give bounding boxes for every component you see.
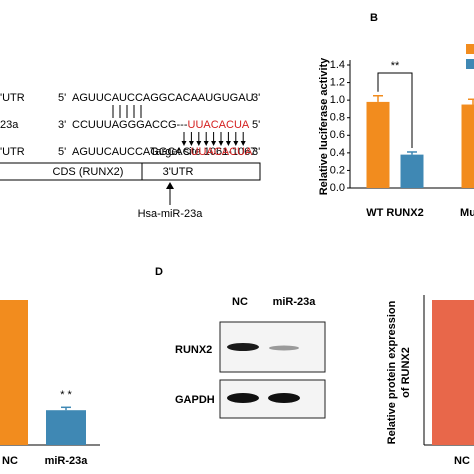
legend-swatch — [466, 59, 474, 69]
y-tick-label: 1.2 — [330, 76, 345, 88]
significance: ** — [391, 60, 400, 72]
lane-label: NC — [232, 296, 248, 308]
y-axis-label: Relative luciferase activity — [318, 57, 330, 195]
band — [268, 393, 300, 403]
x-tick-label: miR-23a — [45, 455, 89, 467]
band — [227, 393, 259, 403]
y-axis-label: of RUNX2 — [400, 347, 412, 398]
seq-end: 5' — [58, 146, 66, 158]
legend-swatch — [466, 44, 474, 54]
sequence: AGUUCAUCCAGGCACAAUGUGAU — [72, 92, 254, 104]
mirna-label: Hsa-miR-23a — [138, 208, 204, 220]
bar — [461, 104, 474, 188]
seq-target: UUACACUA — [191, 146, 253, 158]
band — [227, 343, 259, 351]
y-tick-label: 0.4 — [330, 147, 345, 159]
seq-end: 3' — [58, 119, 66, 131]
bar — [366, 101, 390, 188]
seq-part: AGUUCAUCCAGGCACAAUGUGAU — [72, 92, 254, 104]
y-tick-label: 1.4 — [330, 59, 345, 71]
seq-label: 'UTR — [0, 146, 25, 158]
target-label: Target site 1061-1067 — [150, 146, 256, 158]
bar — [432, 300, 474, 445]
x-tick-label: WT RUNX2 — [366, 207, 423, 219]
arrow-head — [211, 141, 217, 146]
sequence: CCUUUAGGGACCG---UUACACUA — [72, 119, 250, 131]
band — [269, 345, 299, 351]
arrow-head — [233, 141, 239, 146]
y-axis-label: Relative protein expression — [386, 300, 398, 444]
significance-bracket — [377, 72, 413, 148]
lane-label: miR-23a — [273, 296, 317, 308]
arrow-head — [225, 141, 231, 146]
blot-row-label: RUNX2 — [175, 344, 212, 356]
arrow-head — [181, 141, 187, 146]
seq-label: 23a — [0, 119, 19, 131]
gene-box — [0, 162, 261, 181]
x-tick-label: NC — [454, 455, 470, 467]
y-tick-label: 0.8 — [330, 112, 345, 124]
bar — [46, 410, 86, 445]
seq-end: 5' — [58, 92, 66, 104]
seq-end: 3' — [252, 146, 260, 158]
y-tick-label: 0.2 — [330, 164, 345, 176]
seq-label: 'UTR — [0, 92, 25, 104]
y-tick-label: 1.0 — [330, 94, 345, 106]
seq-end: 3' — [252, 92, 260, 104]
panel-letter: D — [155, 266, 163, 278]
seq-part: AGUUCAUCCAGGCAC — [72, 146, 191, 158]
x-tick-label: Mu — [460, 207, 474, 219]
arrow-head — [196, 141, 202, 146]
panel-letter: B — [370, 12, 378, 24]
seq-part: CCUUUAGGGACCG--- — [72, 119, 188, 131]
arrow-head — [166, 182, 174, 189]
y-tick-label: 0.6 — [330, 129, 345, 141]
bar — [0, 300, 28, 445]
cds-label: CDS (RUNX2) — [53, 166, 124, 178]
arrow-head — [203, 141, 209, 146]
arrow-head — [218, 141, 224, 146]
blot-row-label: GAPDH — [175, 394, 215, 406]
utr-label: 3'UTR — [163, 166, 194, 178]
arrow-head — [188, 141, 194, 146]
seq-end: 5' — [252, 119, 260, 131]
seq-target: UUACACUA — [188, 119, 250, 131]
bar — [400, 154, 424, 188]
arrow-head — [240, 141, 246, 146]
significance: * * — [60, 389, 72, 401]
x-tick-label: NC — [2, 455, 18, 467]
sequence: AGUUCAUCCAGGCACUUACACUA — [72, 146, 253, 158]
y-tick-label: 0.0 — [330, 182, 345, 194]
